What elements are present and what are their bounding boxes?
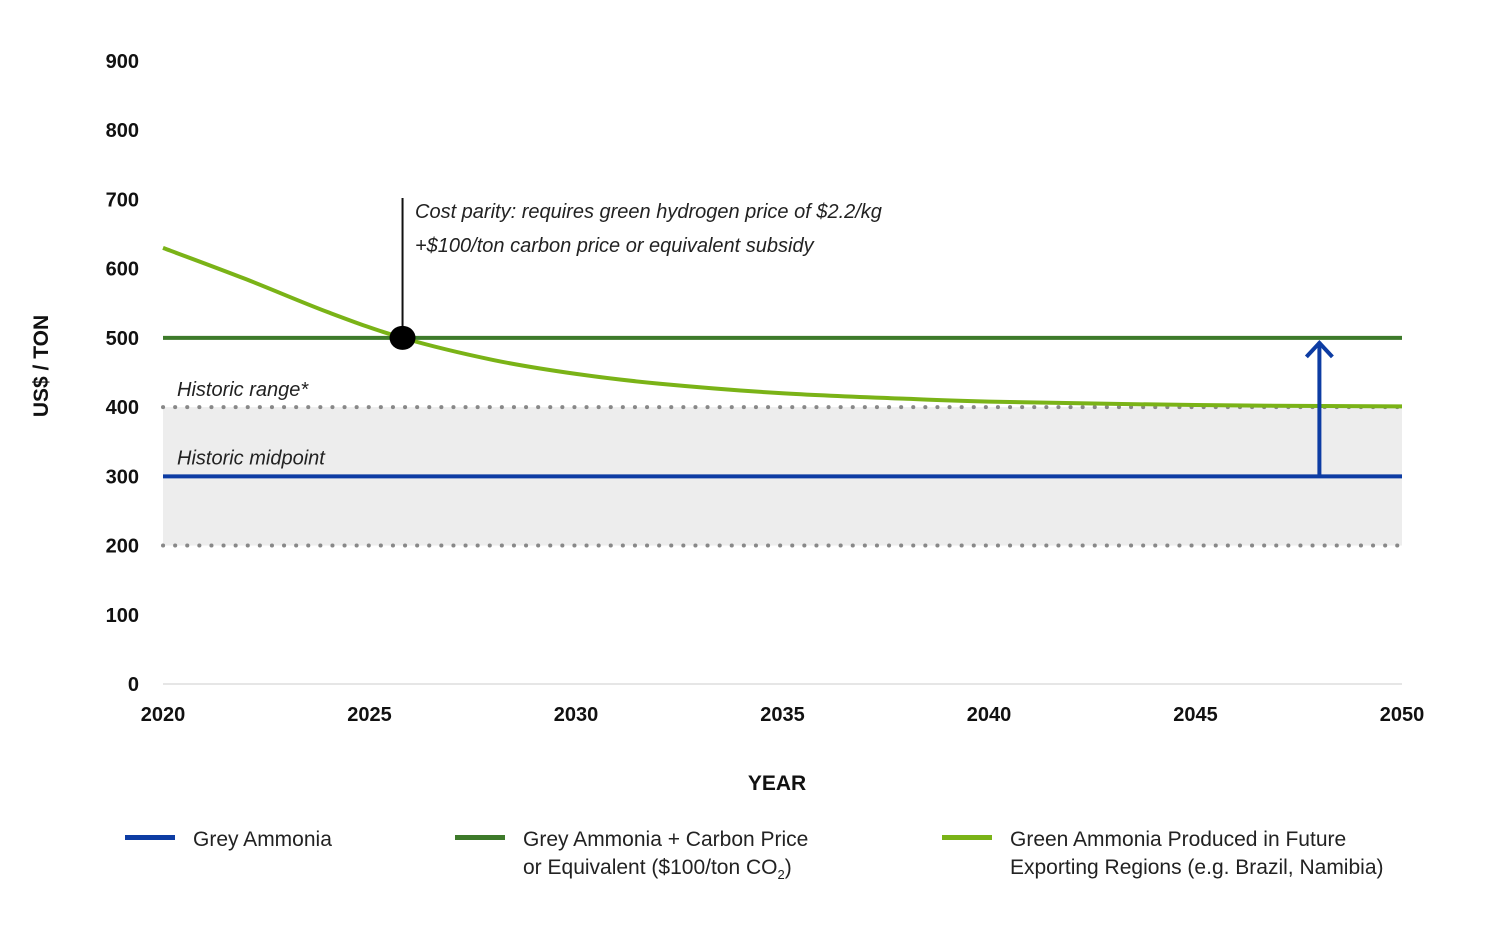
- y-tick-label: 900: [106, 51, 139, 73]
- y-tick-label: 200: [106, 536, 139, 558]
- x-tick-label: 2030: [554, 704, 599, 726]
- historic-midpoint-label: Historic midpoint: [177, 447, 326, 469]
- x-tick-label: 2020: [141, 704, 186, 726]
- legend-swatch-grey-ammonia: [125, 835, 175, 840]
- y-tick-label: 300: [106, 466, 139, 488]
- y-tick-label: 600: [106, 259, 139, 281]
- series-group: [162, 246, 1403, 479]
- legend-label-line2: or Equivalent ($100/ton CO2): [523, 854, 808, 889]
- y-tick-label: 100: [106, 605, 139, 627]
- historic-range-label: Historic range*: [177, 379, 309, 401]
- annotations-group: Historic range* Historic midpoint Cost par…: [177, 198, 1334, 477]
- y-tick-label: 700: [106, 189, 139, 211]
- legend-label-line1: Grey Ammonia + Carbon Price: [523, 828, 809, 851]
- legend-label-grey-ammonia-carbon: Grey Ammonia + Carbon Price or Equivalen…: [523, 826, 808, 889]
- legend-label-line1: Grey Ammonia: [193, 828, 332, 851]
- price-gap-arrow-head: [1304, 339, 1334, 359]
- legend-item-grey-ammonia-carbon: Grey Ammonia + Carbon Price or Equivalen…: [455, 826, 808, 889]
- x-tick-label: 2050: [1380, 704, 1425, 726]
- legend-item-green-ammonia: Green Ammonia Produced in Future Exporti…: [942, 826, 1384, 882]
- series-line-green-ammonia: [162, 246, 1403, 409]
- x-axis-title: YEAR: [748, 772, 806, 795]
- y-tick-label: 400: [106, 397, 139, 419]
- legend: Grey Ammonia Grey Ammonia + Carbon Price…: [0, 826, 1499, 896]
- cost-parity-label-line2: +$100/ton carbon price or equivalent sub…: [415, 235, 815, 257]
- legend-label-line1: Green Ammonia Produced in Future: [1010, 828, 1347, 851]
- legend-item-grey-ammonia: Grey Ammonia: [125, 826, 332, 854]
- chart-svg: 0 100 200 300 400 500 600 700 800 900 2020 2025 2030…: [30, 51, 1425, 795]
- x-tick-label: 2035: [760, 704, 805, 726]
- y-tick-label: 0: [128, 674, 139, 696]
- x-tick-label: 2040: [967, 704, 1012, 726]
- legend-label-line2: Exporting Regions (e.g. Brazil, Namibia): [1010, 856, 1384, 879]
- cost-parity-label-line1: Cost parity: requires green hydrogen pri…: [415, 201, 882, 223]
- cost-parity-marker: [389, 325, 416, 350]
- axes-group: 0 100 200 300 400 500 600 700 800 900 2020 2025 2030…: [106, 51, 1425, 726]
- y-axis-title: US$ / TON: [30, 315, 53, 417]
- legend-swatch-green-ammonia: [942, 835, 992, 840]
- legend-label-line2-end: ): [784, 856, 792, 879]
- y-tick-label: 500: [106, 328, 139, 350]
- x-tick-label: 2045: [1173, 704, 1218, 726]
- legend-label-line2-text: or Equivalent ($100/ton CO: [523, 856, 778, 879]
- legend-swatch-grey-ammonia-carbon: [455, 835, 505, 840]
- legend-label-grey-ammonia: Grey Ammonia: [193, 826, 332, 854]
- legend-label-green-ammonia: Green Ammonia Produced in Future Exporti…: [1010, 826, 1384, 882]
- x-tick-label: 2025: [347, 704, 392, 726]
- legend-label-subscript: 2: [777, 867, 785, 883]
- y-tick-label: 800: [106, 120, 139, 142]
